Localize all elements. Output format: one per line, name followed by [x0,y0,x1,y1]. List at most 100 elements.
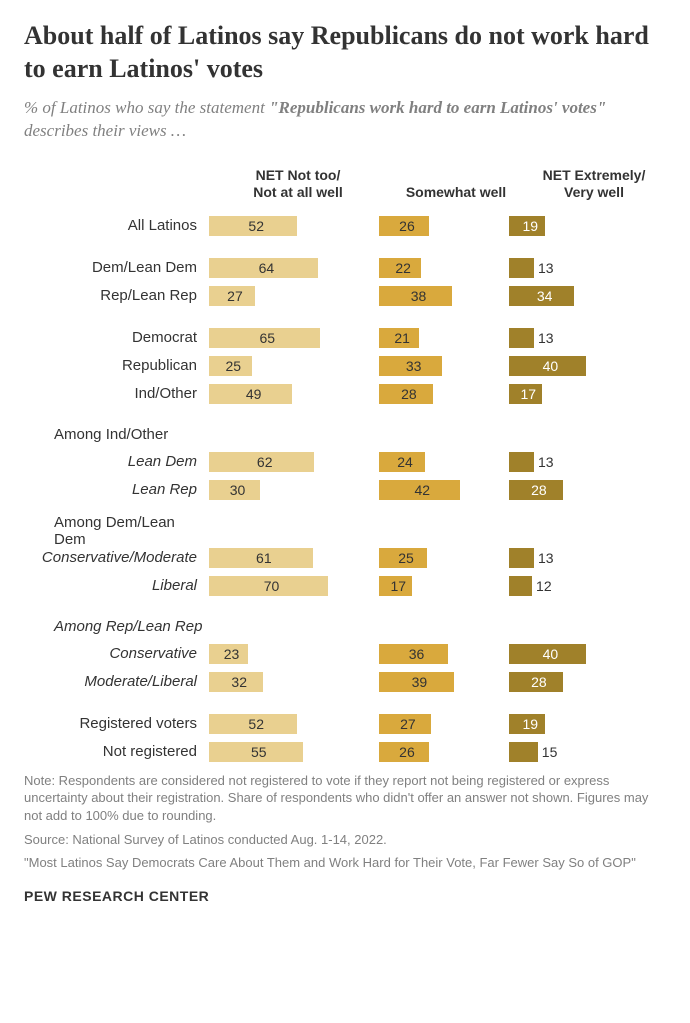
bar-value: 52 [242,218,264,234]
bar-value: 28 [525,482,547,498]
bar: 40 [509,644,586,664]
data-row: Not registered552615 [24,738,666,766]
bar: 28 [509,672,563,692]
bar-value: 70 [258,578,280,594]
bar-value: 64 [253,260,275,276]
chart-subtitle: % of Latinos who say the statement "Repu… [24,97,666,143]
bar-value: 25 [219,358,241,374]
bar-cell: 52 [209,212,379,240]
bar: 40 [509,356,586,376]
bar: 17 [379,576,412,596]
chart-area: NET Not too/ Not at all well Somewhat we… [24,167,666,766]
bar-value: 17 [515,386,537,402]
group-header: Among Dem/Lean Dem [24,518,666,544]
bar-value: 30 [224,482,246,498]
bar-value: 23 [218,646,240,662]
row-label: Dem/Lean Dem [24,259,209,276]
bar-cell: 17 [509,380,639,408]
bar: 19 [509,714,545,734]
bar-cell: 36 [379,640,509,668]
col-header-3: NET Extremely/ Very well [525,167,663,202]
bar-value: 34 [531,288,553,304]
bar-cell: 26 [379,212,509,240]
bar: 23 [209,644,248,664]
footnote: Note: Respondents are considered not reg… [24,772,666,825]
row-label: Lean Rep [24,481,209,498]
bar: 30 [209,480,260,500]
data-row: Registered voters522719 [24,710,666,738]
bar-cell: 13 [509,254,639,282]
bar-cell: 40 [509,352,639,380]
bar-cell: 62 [209,448,379,476]
bar-value: 12 [536,578,552,594]
bar [509,452,534,472]
bar-value: 17 [385,578,407,594]
bar-value: 19 [516,218,538,234]
bar [509,328,534,348]
bar-value: 39 [406,674,428,690]
bar-value: 40 [537,358,559,374]
bar-value: 52 [242,716,264,732]
bar: 52 [209,714,297,734]
subtitle-post: describes their views … [24,121,186,140]
bar: 34 [509,286,574,306]
bar-cell: 40 [509,640,639,668]
col-header-2: Somewhat well [387,184,525,202]
bar-cell: 65 [209,324,379,352]
bar-value: 13 [538,330,554,346]
row-label: All Latinos [24,217,209,234]
data-row: Dem/Lean Dem 64 22 13 [24,254,666,282]
bar-value: 42 [409,482,431,498]
bar-cell: 28 [509,476,639,504]
row-label: Democrat [24,329,209,346]
bar: 25 [379,548,427,568]
data-row: Lean Dem 62 24 13 [24,448,666,476]
bar: 64 [209,258,318,278]
data-row: Moderate/Liberal32 39 28 [24,668,666,696]
bar-value: 13 [538,260,554,276]
bar-cell: 49 [209,380,379,408]
bar-value: 13 [538,550,554,566]
bar-cell: 13 [509,448,639,476]
subtitle-bold: "Republicans work hard to earn Latinos' … [269,98,606,117]
row-label: Moderate/Liberal [24,673,209,690]
bar-cell: 23 [209,640,379,668]
bar-value: 61 [250,550,272,566]
bar-value: 24 [391,454,413,470]
org-name: PEW RESEARCH CENTER [24,888,666,904]
bar-value: 55 [245,744,267,760]
bar: 32 [209,672,263,692]
bar [509,576,532,596]
row-label: Conservative/Moderate [24,549,209,566]
bar-value: 27 [221,288,243,304]
bar-value: 38 [405,288,427,304]
row-label: Liberal [24,577,209,594]
source-line: Source: National Survey of Latinos condu… [24,831,666,849]
data-row: Conservative233640 [24,640,666,668]
bar-cell: 64 [209,254,379,282]
data-row: Republican253340 [24,352,666,380]
row-label: Registered voters [24,715,209,732]
bar: 25 [209,356,252,376]
subtitle-pre: % of Latinos who say the statement [24,98,269,117]
row-label: Lean Dem [24,453,209,470]
row-label: Not registered [24,743,209,760]
bar-value: 62 [251,454,273,470]
bar [509,258,534,278]
bar-cell: 26 [379,738,509,766]
bar-cell: 19 [509,212,639,240]
bar-value: 25 [392,550,414,566]
bar-cell: 70 [209,572,379,600]
bar-value: 13 [538,454,554,470]
bar: 49 [209,384,292,404]
bar-value: 19 [516,716,538,732]
bar: 28 [379,384,433,404]
data-row: Rep/Lean Rep273834 [24,282,666,310]
bar-cell: 21 [379,324,509,352]
bar-cell: 34 [509,282,639,310]
bar-cell: 61 [209,544,379,572]
bar: 26 [379,742,429,762]
row-label: Republican [24,357,209,374]
bar-value: 22 [389,260,411,276]
bar-cell: 25 [379,544,509,572]
